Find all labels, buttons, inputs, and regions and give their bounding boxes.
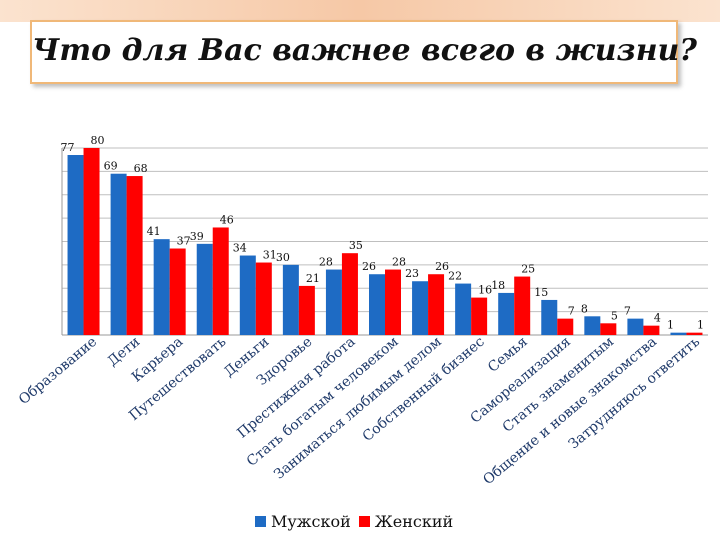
bar-female [600,323,617,335]
x-tick-label: Образование [16,334,100,408]
bar-male [282,264,299,335]
data-label-male: 23 [405,267,419,280]
bar-male [239,255,256,335]
chart-title: Что для Вас важнее всего в жизни? [32,33,697,68]
bar-female [169,248,186,335]
data-label-female: 21 [306,272,320,285]
data-label-female: 37 [177,235,191,248]
bar-male [110,173,127,335]
data-label-female: 1 [697,319,704,332]
bar-female [557,318,574,335]
data-label-female: 28 [392,256,406,269]
legend-swatch-male [255,515,266,527]
bar-female [514,276,531,335]
bar-male [670,332,687,335]
bar-male [325,269,342,335]
bar-male [541,299,558,335]
bar-male [153,239,170,335]
data-label-female: 35 [349,239,363,252]
bar-female [428,274,445,335]
bar-male [584,316,601,335]
bar-female [385,269,401,335]
bar-female [83,148,100,335]
data-label-female: 26 [435,260,449,273]
data-label-male: 39 [190,230,204,243]
data-label-male: 28 [319,256,333,269]
data-label-male: 26 [362,260,376,273]
legend-item-female: Женский [358,511,454,531]
bar-male [67,155,84,335]
bar-female [255,262,272,335]
bar-female [341,253,358,335]
data-label-male: 18 [491,279,505,292]
data-label-male: 69 [104,160,118,173]
bar-male [412,281,429,335]
legend-item-male: Мужской [255,512,351,531]
data-label-male: 1 [667,319,674,332]
bar-female [212,227,229,335]
data-label-male: 8 [581,302,588,315]
top-decor-stripe [0,0,720,22]
data-label-female: 7 [568,305,575,318]
legend-label-female: Женский [374,511,454,531]
data-label-male: 22 [448,270,462,283]
bar-male [196,243,213,335]
bar-female [686,332,703,335]
bar-female [471,297,488,335]
data-label-male: 30 [276,251,290,264]
data-label-male: 41 [147,225,161,238]
data-label-male: 15 [534,286,548,299]
data-label-female: 68 [134,162,148,175]
title-box: Что для Вас важнее всего в жизни? [30,20,697,84]
data-label-female: 80 [91,134,105,147]
data-label-male: 34 [233,242,247,255]
bar-male [498,292,515,335]
bar-female [643,325,660,335]
data-label-male: 77 [61,141,75,154]
legend: Мужской Женский [255,510,453,532]
bar-female [298,285,315,335]
legend-label-male: Мужской [271,511,351,531]
data-label-male: 7 [624,305,631,318]
data-label-female: 5 [611,309,618,322]
legend-swatch-female [358,515,370,527]
data-label-female: 46 [220,213,234,226]
bar-male [627,318,644,335]
data-label-female: 16 [478,284,492,297]
x-tick-label: Дети [105,334,143,370]
data-label-female: 31 [263,249,277,262]
bar-male [369,274,385,335]
data-label-female: 4 [654,312,661,325]
data-label-female: 25 [521,263,535,276]
bar-female [126,176,143,335]
bar-male [455,283,472,335]
